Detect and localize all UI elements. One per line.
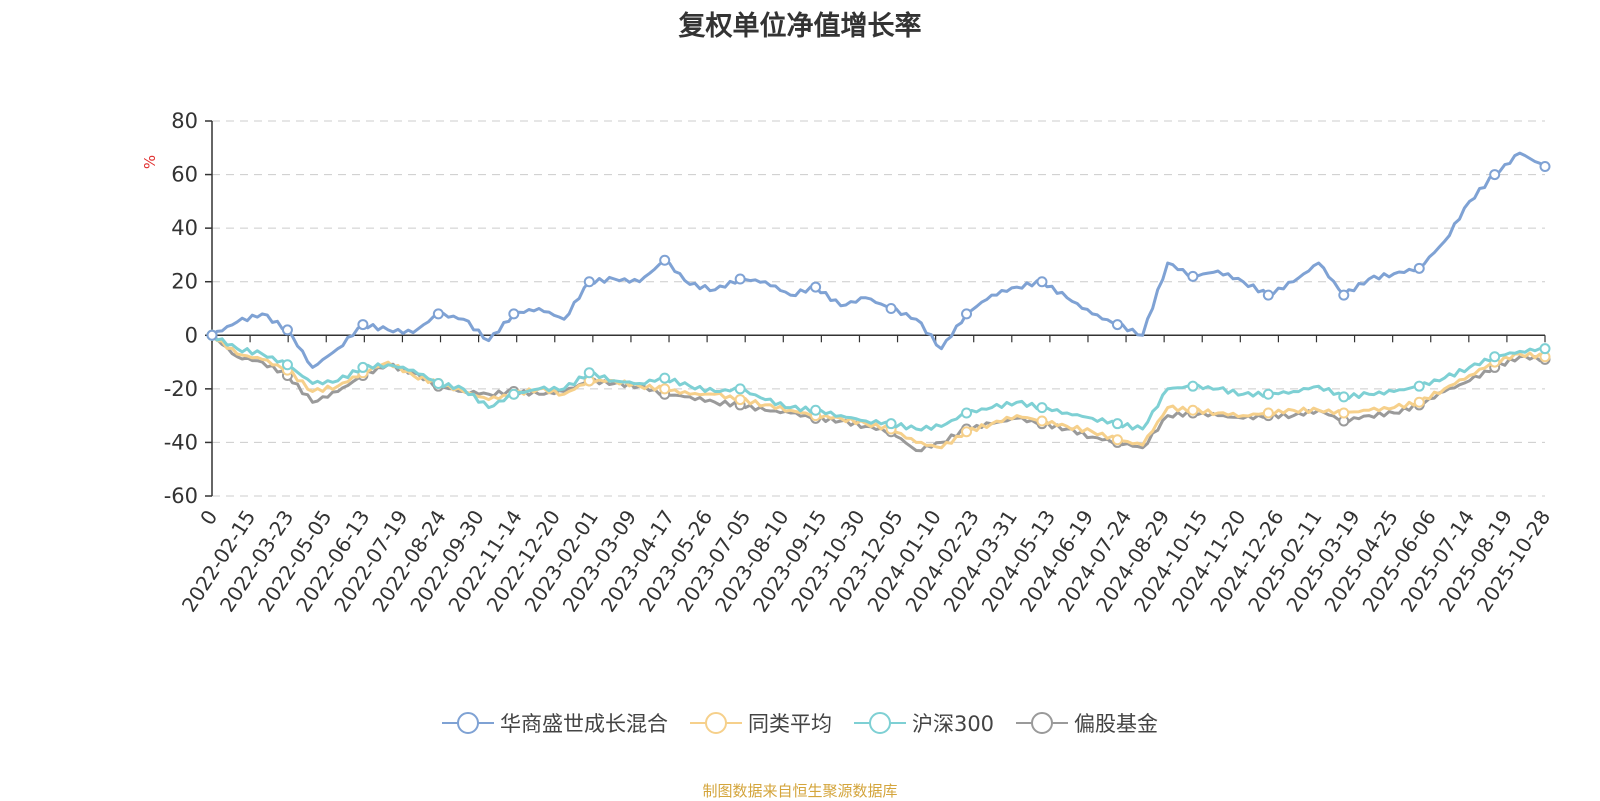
data-point[interactable]	[1489, 351, 1501, 363]
data-point[interactable]	[961, 407, 973, 419]
data-point[interactable]	[432, 308, 444, 320]
y-tick-label: -60	[164, 484, 198, 508]
data-point[interactable]	[508, 308, 520, 320]
data-point[interactable]	[659, 372, 671, 384]
legend-label: 同类平均	[747, 712, 832, 736]
legend-label: 华商盛世成长混合	[499, 712, 668, 736]
chart-title: 复权单位净值增长率	[678, 11, 922, 42]
data-point[interactable]	[1262, 289, 1274, 301]
axis-layer: -60-40-2002040608002022-02-152022-03-232…	[164, 109, 1556, 616]
data-point[interactable]	[810, 404, 822, 416]
legend-label: 沪深300	[911, 712, 995, 736]
data-point[interactable]	[1262, 407, 1274, 419]
grid-layer	[212, 120, 1545, 497]
data-point[interactable]	[1036, 415, 1048, 427]
legend-item[interactable]: 沪深300	[853, 708, 995, 738]
y-tick-label: 80	[171, 109, 198, 133]
data-point[interactable]	[281, 324, 293, 336]
series-layer	[206, 151, 1551, 453]
data-point[interactable]	[734, 273, 746, 285]
y-axis-unit: %	[141, 155, 159, 169]
data-point[interactable]	[206, 329, 218, 341]
data-point[interactable]	[1539, 343, 1551, 355]
data-point[interactable]	[659, 383, 671, 395]
legend: 华商盛世成长混合 同类平均 沪深300 偏股基金	[0, 708, 1600, 738]
y-tick-label: -20	[164, 377, 198, 401]
legend-marker-icon	[1016, 712, 1069, 734]
data-point[interactable]	[734, 394, 746, 406]
y-tick-label: 0	[185, 323, 198, 347]
legend-label: 偏股基金	[1074, 712, 1159, 736]
legend-item[interactable]: 同类平均	[689, 708, 832, 738]
data-point[interactable]	[885, 303, 897, 314]
y-tick-label: 20	[171, 270, 198, 294]
legend-marker-icon	[441, 712, 494, 734]
data-point[interactable]	[583, 276, 595, 288]
x-tick-label: 0	[195, 506, 222, 530]
data-point[interactable]	[1111, 434, 1123, 446]
data-point[interactable]	[1413, 396, 1425, 408]
data-point[interactable]	[1489, 169, 1501, 181]
y-tick-label: 60	[171, 163, 198, 187]
data-point[interactable]	[885, 418, 897, 430]
data-point[interactable]	[508, 388, 520, 400]
data-point[interactable]	[1187, 404, 1199, 416]
data-point[interactable]	[1262, 388, 1274, 400]
data-point[interactable]	[1036, 402, 1048, 414]
data-point[interactable]	[1413, 262, 1425, 274]
data-point[interactable]	[659, 254, 671, 266]
data-point[interactable]	[1111, 418, 1123, 430]
data-point[interactable]	[734, 383, 746, 395]
legend-item[interactable]: 华商盛世成长混合	[441, 708, 668, 738]
data-point[interactable]	[1413, 380, 1425, 392]
legend-item[interactable]: 偏股基金	[1016, 708, 1158, 738]
legend-marker-icon	[689, 712, 742, 734]
legend-marker-icon	[853, 712, 906, 734]
data-point[interactable]	[1338, 391, 1350, 403]
y-tick-label: -40	[164, 430, 198, 454]
data-point[interactable]	[1539, 161, 1551, 173]
data-point[interactable]	[281, 359, 293, 371]
data-point[interactable]	[961, 308, 973, 320]
data-point[interactable]	[1338, 407, 1350, 419]
data-point[interactable]	[1338, 289, 1350, 301]
data-point[interactable]	[357, 361, 369, 373]
data-point[interactable]	[1036, 276, 1048, 288]
data-point[interactable]	[1111, 319, 1123, 331]
data-point[interactable]	[961, 426, 973, 438]
data-point[interactable]	[583, 367, 595, 379]
data-point[interactable]	[810, 281, 822, 293]
source-note: 制图数据来自恒生聚源数据库	[702, 782, 898, 800]
data-point[interactable]	[357, 319, 369, 331]
data-point[interactable]	[432, 378, 444, 389]
data-point[interactable]	[1187, 380, 1199, 392]
y-tick-label: 40	[171, 216, 198, 240]
data-point[interactable]	[1187, 270, 1199, 282]
